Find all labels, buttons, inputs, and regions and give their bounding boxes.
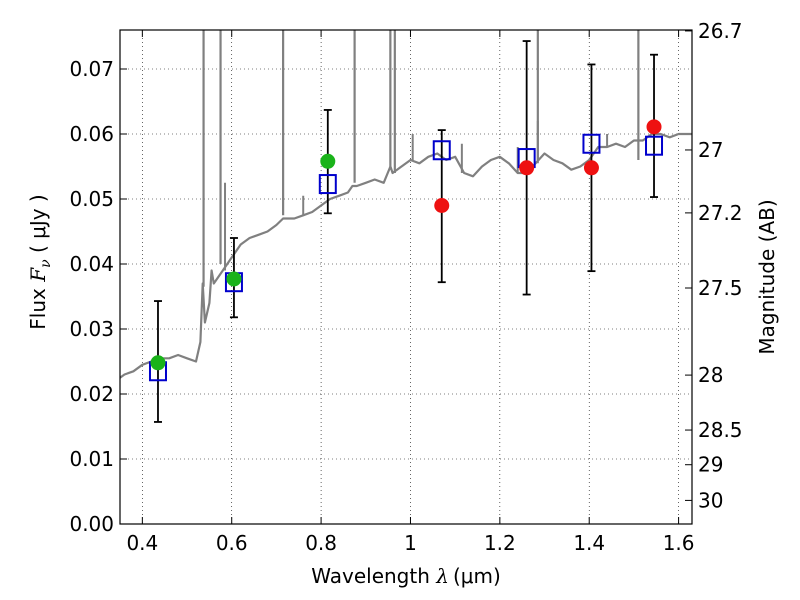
model-photometry-square (582, 133, 601, 154)
x-tick-label: 1.2 (484, 531, 516, 555)
y-axis-title-nu: ν (38, 259, 54, 268)
y-tick-label: 0.01 (69, 447, 114, 471)
x-tick-label: 1.4 (573, 531, 605, 555)
observed-point-green (150, 355, 166, 371)
tick-layer: 0.4 0.6 0.8 1 1.2 1.4 1.6 0.00 0.01 0.02 0.03 0.04 0… (69, 19, 742, 555)
y2-axis-title: Magnitude (AB) (755, 199, 779, 354)
x-axis-title: Wavelength λ (μm) (311, 564, 501, 588)
x-tick-label: 0.6 (216, 531, 248, 555)
y2-tick-label: 28 (698, 363, 723, 387)
y-axis-title-unit: ( μJy ) (26, 194, 50, 259)
y-tick-label: 0.05 (69, 187, 114, 211)
grid-layer (120, 30, 692, 525)
y2-tick-label: 27.5 (698, 276, 743, 300)
observed-point-red (583, 160, 599, 176)
y-tick-label: 0.03 (69, 317, 114, 341)
x-axis-title-prefix: Wavelength (311, 564, 436, 588)
y2-tick-label: 28.5 (698, 418, 743, 442)
observed-point-red (434, 198, 450, 213)
y2-tick-label: 30 (698, 488, 723, 512)
plot-frame (119, 29, 693, 525)
model-photometry-square (645, 135, 664, 156)
y-tick-label: 0.06 (69, 122, 114, 146)
spectrum-line (120, 132, 692, 379)
x-tick-label: 1.6 (663, 531, 695, 555)
y2-tick-label: 27 (698, 138, 723, 162)
x-axis-title-lambda: λ (435, 564, 449, 588)
x-tick-label: 0.8 (305, 531, 337, 555)
model-photometry-square (318, 174, 337, 195)
y-axis-title-prefix: Flux (26, 282, 50, 330)
observed-point-red (646, 119, 662, 135)
observed-point-green (226, 271, 242, 287)
y-tick-label: 0.02 (69, 382, 114, 406)
data-layer (120, 30, 692, 423)
observed-point-green (320, 153, 336, 169)
y-axis-title: Flux Fν ( μJy ) (26, 194, 54, 329)
x-tick-label: 0.4 (126, 531, 158, 555)
y2-tick-label: 26.7 (698, 19, 743, 43)
y2-tick-label: 29 (698, 453, 723, 477)
model-photometry-square (432, 140, 451, 161)
y-tick-label: 0.07 (69, 57, 114, 81)
y-axis-title-F: F (26, 267, 50, 283)
x-axis-title-unit: (μm) (453, 564, 501, 588)
y2-tick-label: 27.2 (698, 201, 743, 225)
y-tick-label: 0.04 (69, 252, 114, 276)
x-tick-label: 1 (404, 531, 417, 555)
y-tick-label: 0.00 (69, 512, 114, 536)
observed-point-red (519, 160, 535, 176)
